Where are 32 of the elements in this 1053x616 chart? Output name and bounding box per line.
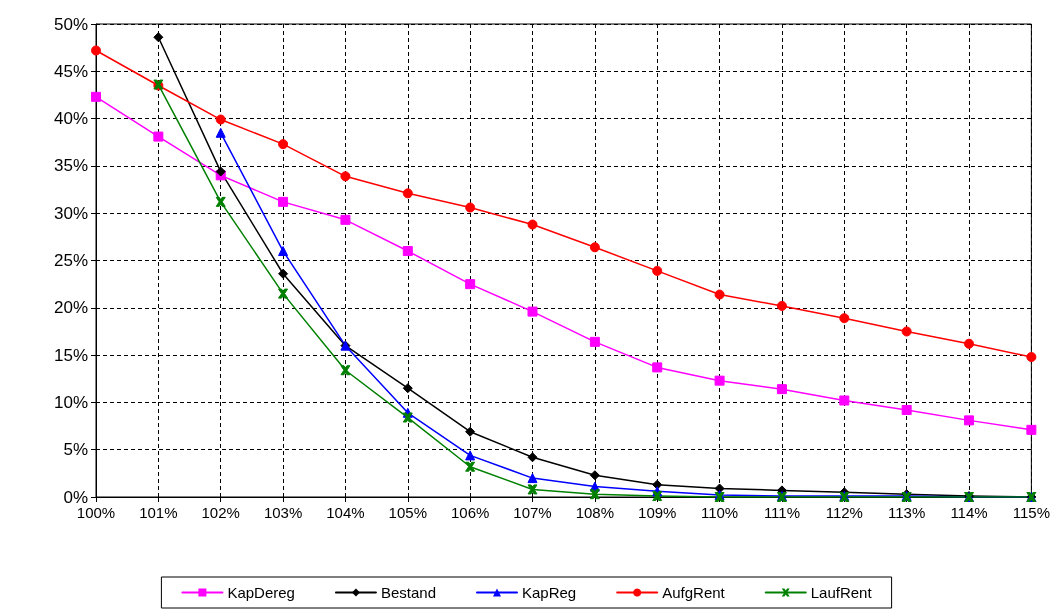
x-tick-label: 105% — [388, 504, 427, 521]
legend-label: AufgRent — [662, 584, 726, 601]
x-tick-label: 106% — [450, 504, 490, 521]
y-tick-label: 15% — [53, 345, 88, 365]
x-tick-label: 114% — [950, 504, 988, 521]
y-tick-label: 10% — [53, 392, 88, 412]
x-tick-label: 111% — [763, 504, 801, 521]
x-tick-label: 104% — [326, 504, 365, 521]
y-tick-label: 40% — [53, 109, 88, 129]
y-tick-label: 25% — [53, 251, 88, 270]
legend-label: KapDereg — [227, 584, 295, 601]
x-tick-label: 103% — [263, 504, 303, 521]
legend-label: KapReg — [521, 584, 577, 601]
x-tick-label: 108% — [575, 504, 615, 521]
y-tick-label: 20% — [53, 298, 88, 318]
legend-label: LaufRent — [810, 584, 873, 601]
x-tick-label: 112% — [825, 504, 863, 521]
x-tick-label: 109% — [638, 504, 677, 521]
legend-label: Bestand — [380, 584, 436, 601]
y-tick-label: 30% — [53, 203, 88, 223]
y-tick-label: 50% — [53, 14, 88, 34]
x-tick-label: 102% — [201, 504, 240, 521]
y-tick-label: 0% — [63, 487, 88, 507]
x-tick-label: 100% — [76, 504, 116, 521]
y-tick-label: 5% — [63, 440, 88, 460]
x-tick-label: 110% — [700, 504, 739, 521]
y-tick-label: 45% — [53, 61, 88, 81]
x-tick-label: 107% — [513, 504, 552, 521]
x-tick-label: 113% — [888, 504, 926, 521]
x-tick-label: 101% — [139, 504, 178, 521]
x-tick-label: 115% — [1012, 504, 1051, 521]
y-tick-label: 35% — [53, 156, 88, 176]
